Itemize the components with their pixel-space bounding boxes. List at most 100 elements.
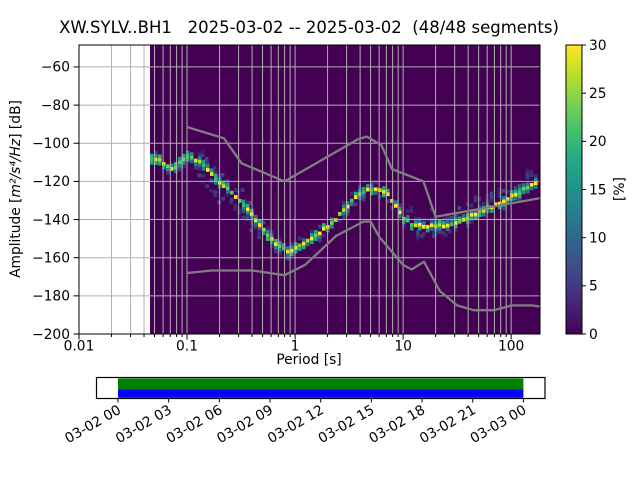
y-tick-label: −140 <box>32 212 70 228</box>
colorbar-tick-label: 0 <box>589 327 598 343</box>
psd-cell <box>149 160 154 165</box>
psd-cell <box>165 171 170 176</box>
psd-cell <box>429 223 434 228</box>
psd-cell <box>221 180 226 185</box>
histogram-zero-region <box>149 45 540 334</box>
psd-cell <box>293 245 298 250</box>
psd-spread-cell <box>409 205 414 210</box>
psd-cell <box>181 157 186 162</box>
psd-cell <box>441 221 446 225</box>
psd-cell <box>329 224 334 229</box>
psd-spread-cell <box>201 180 205 185</box>
psd-cell <box>361 194 366 198</box>
psd-spread-cell <box>416 233 420 238</box>
psd-cell <box>329 221 334 225</box>
psd-cell <box>313 229 318 234</box>
psd-spread-cell <box>240 188 245 192</box>
psd-cell <box>225 190 230 194</box>
psd-cell <box>341 215 346 220</box>
psd-cell <box>269 237 274 241</box>
psd-cell <box>521 183 526 188</box>
psd-cell <box>453 228 458 232</box>
psd-cell <box>485 209 490 214</box>
plot-frame <box>78 44 541 335</box>
psd-cell <box>205 164 210 169</box>
psd-cell <box>369 191 374 196</box>
psd-spread-cell <box>465 202 470 207</box>
psd-cell <box>317 238 322 243</box>
psd-cell <box>173 165 178 170</box>
psd-spread-cell <box>525 168 530 173</box>
psd-spread-cell <box>409 208 414 213</box>
psd-cell <box>473 209 478 213</box>
psd-cell <box>197 163 202 168</box>
y-axis-label-prefix: Amplitude [ <box>8 197 24 277</box>
psd-cell <box>181 164 186 169</box>
psd-cell <box>521 190 526 195</box>
psd-spread-cell <box>525 172 530 177</box>
psd-spread-cell <box>257 228 261 233</box>
psd-cell <box>305 238 310 243</box>
low-noise-model-curve <box>186 220 540 312</box>
y-tick-label: −100 <box>32 136 70 152</box>
timeline-tick-label: 03-02 15 <box>316 402 378 447</box>
psd-spread-cell <box>220 172 225 177</box>
psd-cell <box>301 238 306 243</box>
psd-cell <box>477 209 482 214</box>
psd-spread-cell <box>212 165 217 170</box>
psd-cell <box>445 223 450 228</box>
psd-cell <box>361 197 366 202</box>
psd-spread-cell <box>497 194 502 199</box>
psd-cell <box>501 195 506 200</box>
psd-cell <box>533 185 538 189</box>
x-tick-label: 0.1 <box>176 339 198 355</box>
psd-cell <box>473 216 478 221</box>
psd-cell <box>513 196 518 201</box>
psd-cell <box>213 180 218 185</box>
psd-cell <box>269 230 274 234</box>
psd-cell <box>381 189 386 194</box>
psd-cell <box>173 162 178 166</box>
psd-cell <box>317 231 322 236</box>
psd-cell <box>189 155 194 160</box>
psd-cell <box>377 195 382 200</box>
psd-spread-cell <box>200 153 205 158</box>
psd-cell <box>277 251 282 256</box>
psd-cell <box>241 203 246 208</box>
psd-cell <box>153 154 158 158</box>
colorbar-tick-label: 10 <box>589 230 607 246</box>
psd-spread-cell <box>440 230 444 235</box>
psd-cell <box>241 206 246 211</box>
psd-cell <box>169 163 174 168</box>
psd-cell <box>533 177 538 182</box>
psd-cell <box>285 256 290 261</box>
psd-cell <box>361 190 366 195</box>
psd-cell <box>273 238 278 243</box>
psd-cell <box>277 237 282 242</box>
psd-cell <box>257 219 262 224</box>
psd-cell <box>309 233 314 237</box>
psd-cell <box>297 243 302 248</box>
noise-model-curves <box>186 125 540 312</box>
psd-spread-cell <box>213 189 217 194</box>
psd-spread-cell <box>205 184 209 189</box>
psd-spread-cell <box>529 169 534 174</box>
psd-cell <box>505 197 510 201</box>
psd-cell <box>377 188 382 193</box>
psd-cell <box>313 237 318 241</box>
psd-spread-cell <box>517 183 522 188</box>
psd-cell <box>457 216 462 221</box>
psd-cell <box>425 228 430 233</box>
psd-cell <box>189 152 194 157</box>
psd-spread-cell <box>200 149 205 154</box>
psd-cell <box>445 220 450 224</box>
psd-spread-cell <box>481 202 486 206</box>
psd-cell <box>365 187 370 192</box>
psd-cell <box>165 168 170 172</box>
psd-cell <box>453 224 458 229</box>
psd-cell <box>417 226 422 231</box>
psd-cell <box>525 182 530 187</box>
psd-spread-cell <box>245 216 249 221</box>
psd-cell <box>201 166 206 171</box>
psd-cell <box>277 240 282 245</box>
